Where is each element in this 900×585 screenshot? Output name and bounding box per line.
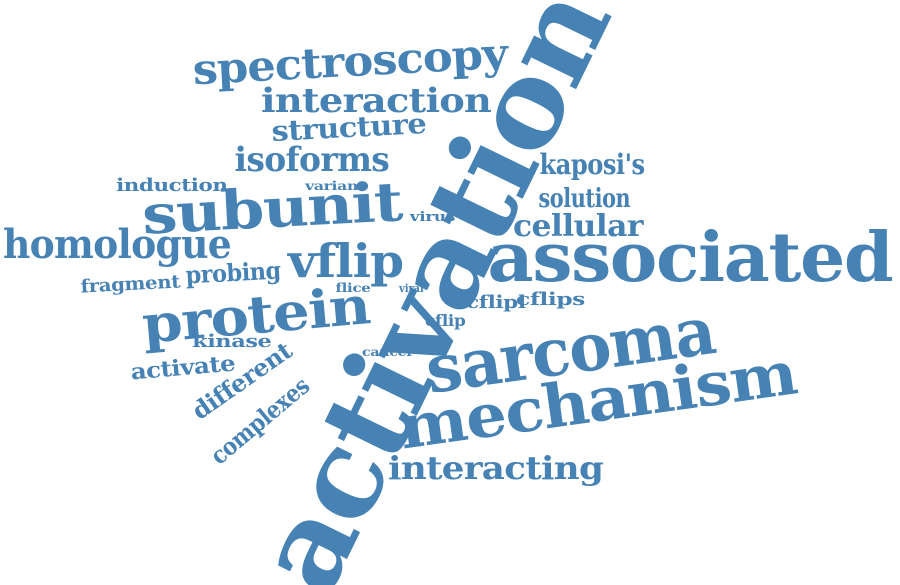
word-cancer: cancer	[362, 345, 414, 359]
word-cellular: cellular	[513, 209, 643, 244]
word-cflips: cflips	[515, 289, 585, 310]
word-solution: solution	[537, 184, 630, 214]
word-interacting: interacting	[387, 449, 603, 487]
word-vflip: vflip	[287, 234, 404, 288]
word-cflipl: cflipl	[466, 292, 526, 313]
word-flice: flice	[335, 281, 371, 295]
word-structure: structure	[270, 106, 427, 149]
word-interaction: interaction	[261, 81, 492, 121]
word-kinase: kinase	[192, 331, 272, 352]
word-isoforms: isoforms	[234, 140, 390, 180]
word-virus: virus	[409, 209, 455, 225]
word-cflip: cflip	[424, 311, 466, 330]
word-kaposis: kaposi's	[539, 148, 645, 181]
word-viral: viral	[398, 281, 424, 295]
word-associated: associated	[487, 218, 894, 298]
word-fragment: fragment	[79, 271, 180, 298]
word-induction: induction	[116, 175, 228, 196]
word-variant: variant	[305, 179, 365, 193]
word-probing: probing	[184, 255, 282, 290]
word-homologue: homologue	[3, 221, 232, 268]
